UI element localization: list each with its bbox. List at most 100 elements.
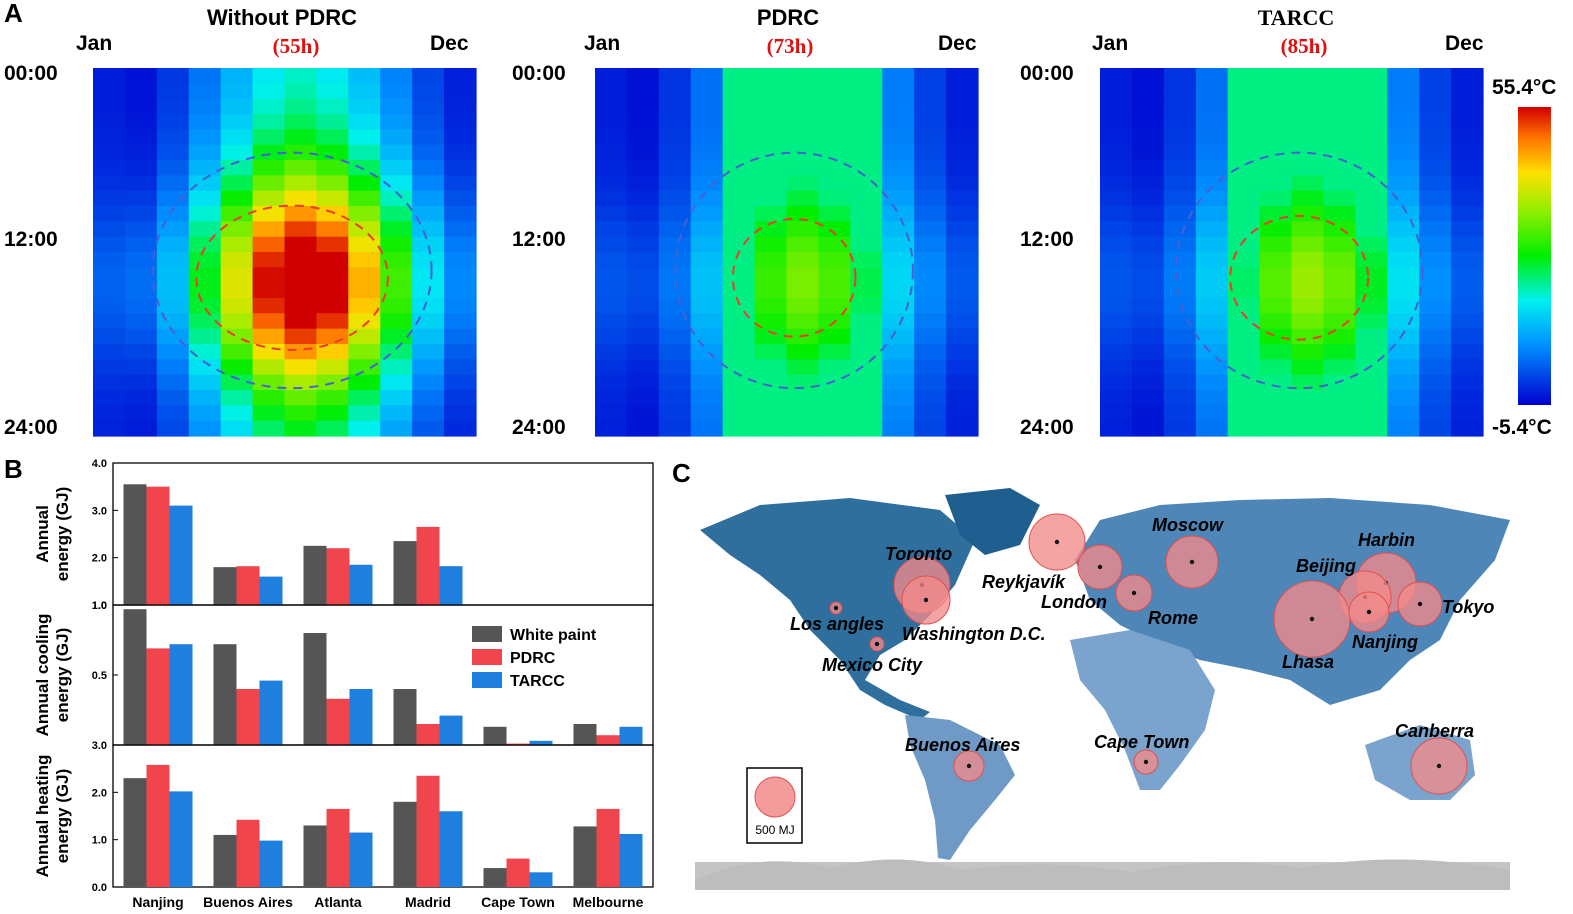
heatmap-cell [156, 83, 190, 100]
heatmap-cell [380, 359, 413, 376]
heatmap-cell [658, 313, 692, 330]
heatmap-cell [1163, 144, 1197, 161]
heatmap-cell [1323, 359, 1356, 376]
heatmap-cell [754, 282, 788, 299]
heatmap-cell [1131, 313, 1165, 330]
heatmap-cell [220, 236, 254, 253]
heatmap-cell [1131, 221, 1165, 238]
heatmap-cell [1227, 298, 1261, 314]
heatmap-cell [1355, 252, 1388, 268]
heatmap-cell [818, 221, 851, 238]
heatmap-cell [1259, 420, 1293, 437]
heatmap-cell [1100, 160, 1133, 176]
heatmap-cell [1163, 114, 1197, 130]
heatmap-cell [1355, 282, 1388, 299]
heatmap-cell [188, 252, 222, 268]
heatmap-cell [722, 98, 756, 115]
heatmap-cell [1451, 313, 1484, 330]
heatmap-cell [1163, 98, 1197, 115]
heatmap-cell [786, 282, 820, 299]
panel-label-a: A [4, 0, 23, 28]
heatmap-cell [1355, 236, 1388, 253]
heatmap-cell [690, 282, 724, 299]
heatmap-cell [914, 83, 947, 100]
heatmap-cell [882, 160, 915, 176]
heatmap-cell [156, 236, 190, 253]
month-end-label: Dec [430, 32, 469, 55]
heatmap-cell [786, 190, 820, 207]
heatmap-cell [658, 420, 692, 437]
heatmap-cell [754, 252, 788, 268]
heatmap-cell [124, 420, 158, 437]
heatmap-cell [1227, 390, 1261, 406]
heatmap-cell [412, 114, 445, 130]
heatmap-cell [595, 252, 628, 268]
heatmap-cell [444, 190, 477, 207]
heatmap-cell [156, 68, 190, 84]
heatmap-cell [284, 420, 318, 437]
heatmap-cell [252, 190, 286, 207]
heatmap-cell [850, 344, 883, 360]
heatmap-cell [1291, 344, 1325, 360]
heatmap-cell [124, 359, 158, 376]
heatmap-cell [595, 83, 628, 100]
bar [169, 644, 193, 745]
heatmap-cell [444, 114, 477, 130]
heatmap-cell [754, 160, 788, 176]
y-tick-label: 1.0 [92, 600, 107, 612]
heatmap-cell [882, 313, 915, 330]
category-label: Buenos Aires [203, 894, 293, 910]
heatmap-cell [626, 298, 660, 314]
heatmap-cell [1195, 144, 1229, 161]
heatmap-cell [1131, 267, 1165, 284]
heatmap-cell [252, 328, 286, 345]
heatmap-cell [1419, 114, 1452, 130]
bar [349, 689, 373, 745]
heatmap-cell [722, 83, 756, 100]
heatmap-cell [444, 298, 477, 314]
heatmap-cell [658, 282, 692, 299]
heatmap-cell [722, 420, 756, 437]
heatmap-cell [786, 359, 820, 376]
heatmap-cell [818, 206, 851, 222]
heatmap-cell [444, 252, 477, 268]
heatmap-cell [412, 267, 445, 284]
heatmap-cell [1227, 282, 1261, 299]
legend-swatch [472, 649, 502, 665]
heatmap-cell [1323, 221, 1356, 238]
heatmap-cell [284, 83, 318, 100]
city-label: Washington D.C. [902, 624, 1046, 644]
heatmap-cell [252, 313, 286, 330]
bar [439, 715, 463, 745]
heatmap-cell [1163, 252, 1197, 268]
heatmap-cell [252, 344, 286, 360]
bar [169, 505, 193, 605]
heatmap-cell [626, 344, 660, 360]
heatmap-cell [914, 190, 947, 207]
heatmap-cell [412, 221, 445, 238]
heatmap-cell [626, 114, 660, 130]
heatmap-cell [252, 129, 286, 146]
heatmap-cell [1195, 83, 1229, 100]
heatmap-cell [380, 267, 413, 284]
heatmap-cell [1387, 236, 1420, 253]
y-axis-label: Annualenergy (GJ) [33, 487, 72, 581]
heatmap-cell [188, 298, 222, 314]
heatmap-cell [1163, 282, 1197, 299]
heatmap-cell [658, 129, 692, 146]
y-tick-label: 1.0 [92, 835, 107, 847]
heatmap-cell [156, 114, 190, 130]
heatmap-cell [1451, 267, 1484, 284]
heatmap-cell [658, 114, 692, 130]
heatmap-cell [1387, 252, 1420, 268]
heatmap-cell [1131, 236, 1165, 253]
heatmap-cell [1291, 282, 1325, 299]
heatmap-cell [316, 405, 349, 422]
heatmap-cell [626, 282, 660, 299]
heatmap-cell [412, 405, 445, 422]
heatmap-cell [1163, 298, 1197, 314]
heatmap-cell [220, 420, 254, 437]
bar [146, 486, 170, 605]
heatmap-cell [1195, 390, 1229, 406]
heatmap-cell [316, 206, 349, 222]
